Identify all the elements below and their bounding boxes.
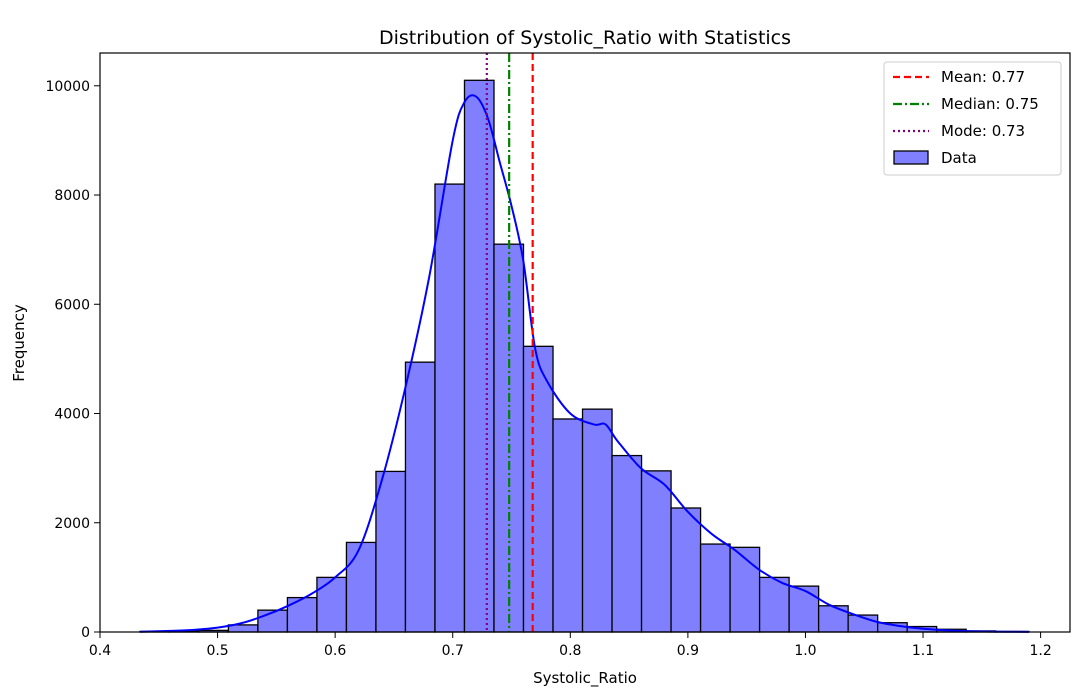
histogram-bar — [758, 576, 790, 633]
histogram-bar — [493, 243, 525, 633]
histogram-bar — [463, 79, 495, 633]
legend-swatch-bar — [893, 150, 929, 165]
histogram-bar — [611, 454, 643, 633]
histogram-bar — [699, 543, 731, 633]
kde-layer — [139, 94, 1029, 633]
stat-lines — [485, 53, 534, 632]
x-tick-label: 0.8 — [559, 643, 581, 659]
x-tick-label: 1.0 — [794, 643, 816, 659]
histogram-bar — [817, 605, 849, 633]
y-tick-label: 4000 — [54, 407, 90, 423]
legend-entry-label: Data — [941, 149, 977, 167]
histogram-bar — [670, 507, 702, 633]
legend-entry-label: Mode: 0.73 — [941, 122, 1025, 140]
legend-entry-label: Mean: 0.77 — [941, 68, 1025, 86]
y-tick-label: 2000 — [54, 516, 90, 532]
x-tick-label: 0.7 — [442, 643, 464, 659]
x-tick-label: 0.6 — [324, 643, 346, 659]
x-tick-label: 0.5 — [206, 643, 228, 659]
legend: Mean: 0.77 Median: 0.75 Mode: 0.73 Data — [883, 61, 1062, 176]
x-tick-label: 0.4 — [89, 643, 111, 659]
histogram-bars — [139, 79, 1030, 633]
y-tick-label: 6000 — [54, 297, 90, 313]
y-tick-label: 0 — [81, 625, 90, 641]
histogram-bar — [434, 183, 466, 633]
histogram-bar — [640, 470, 672, 633]
histogram-bar — [729, 546, 761, 633]
histogram-bar — [286, 596, 318, 633]
y-axis-label: Frequency — [10, 304, 28, 382]
legend-entry-label: Median: 0.75 — [941, 95, 1039, 113]
histogram-bar — [316, 576, 348, 633]
y-axis-ticks: 0 2000 4000 6000 8000 10000 — [45, 79, 100, 641]
axes-frame — [99, 52, 1071, 633]
histogram-bar — [522, 345, 554, 633]
x-axis-ticks: 0.4 0.5 0.6 0.7 0.8 0.9 1.0 1.1 1.2 — [89, 632, 1052, 659]
histogram-bar — [581, 408, 613, 633]
y-tick-label: 8000 — [54, 188, 90, 204]
x-tick-label: 0.9 — [677, 643, 699, 659]
x-tick-label: 1.1 — [912, 643, 934, 659]
histogram-bar — [552, 418, 584, 633]
x-tick-label: 1.2 — [1029, 643, 1051, 659]
chart-title: Distribution of Systolic_Ratio with Stat… — [379, 27, 791, 49]
histogram-bar — [788, 585, 820, 633]
histogram-bar — [345, 541, 377, 633]
kde-curve — [139, 94, 1029, 633]
y-tick-label: 10000 — [45, 79, 90, 95]
histogram-bar — [404, 361, 436, 633]
histogram-bar — [375, 470, 407, 633]
legend-box — [883, 61, 1062, 176]
x-axis-label: Systolic_Ratio — [533, 669, 637, 688]
